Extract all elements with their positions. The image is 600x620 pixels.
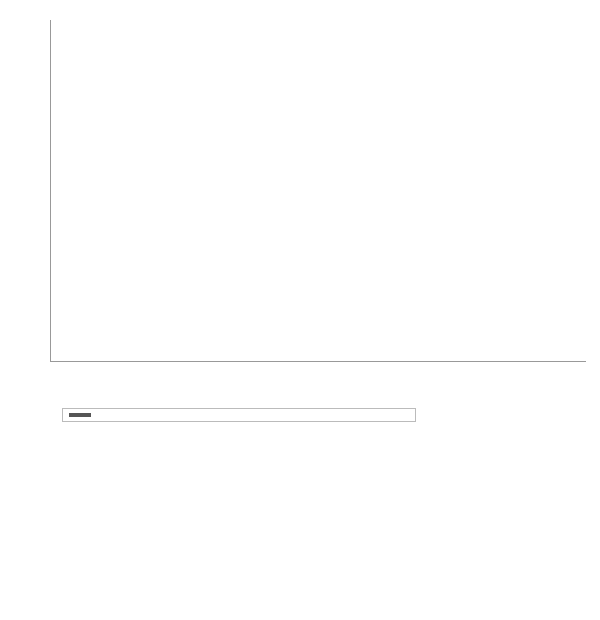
legend-swatch-hpi (69, 415, 91, 417)
plot-area (50, 20, 586, 362)
legend (62, 408, 416, 422)
legend-row-hpi (69, 415, 409, 417)
line-series (51, 20, 586, 361)
chart-area (50, 20, 586, 400)
